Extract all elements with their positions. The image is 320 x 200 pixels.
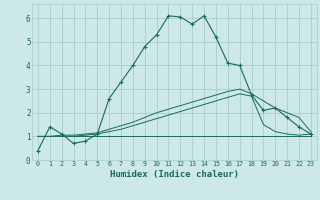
X-axis label: Humidex (Indice chaleur): Humidex (Indice chaleur) [110,170,239,179]
